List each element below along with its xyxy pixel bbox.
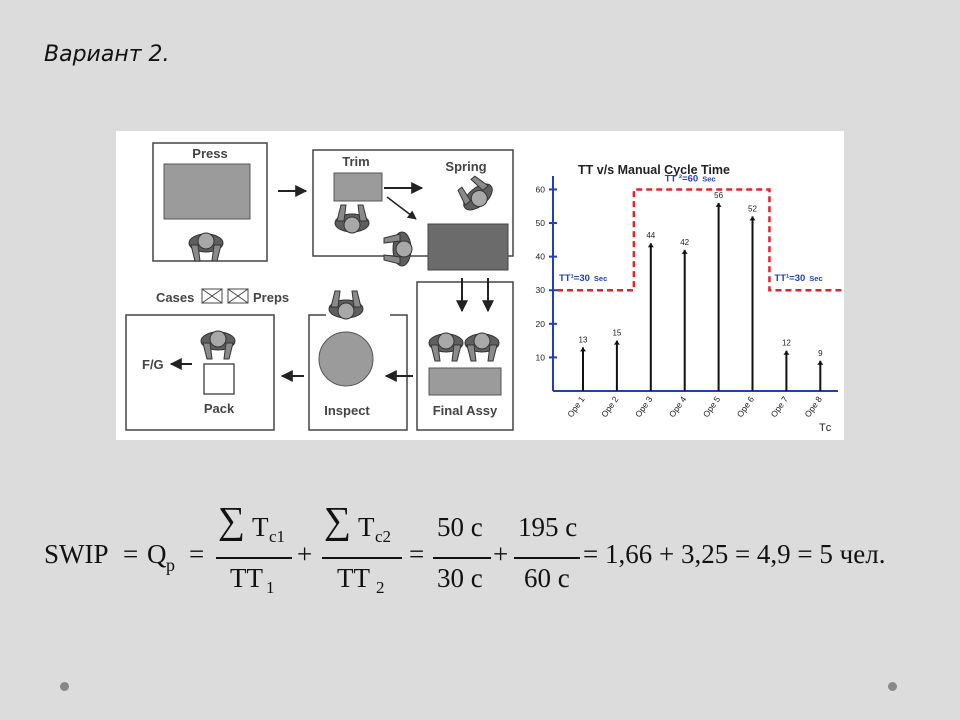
x-tick-label: Ope 5: [701, 394, 723, 419]
y-tick-label: 40: [536, 252, 546, 262]
fraction-bar: [433, 557, 491, 559]
fraction4-den: 60 c: [524, 563, 570, 593]
fraction2-den: TT: [337, 563, 370, 593]
data-label: 9: [818, 349, 823, 358]
fraction-bar: [216, 557, 292, 559]
sum-symbol: ∑: [324, 500, 352, 542]
pack-station: [125, 314, 275, 431]
x-tick-label: Ope 1: [565, 394, 587, 419]
takt-time-unit: Sec: [702, 174, 715, 183]
formula-result: = 1,66 + 3,25 = 4,9 = 5 чел.: [583, 539, 886, 569]
bar-tip: [681, 249, 688, 254]
x-tick-label: Ope 4: [667, 394, 689, 419]
takt-time-chart: TT v/s Manual Cycle Time 10 20 30 40 50 60 TT…: [536, 163, 844, 434]
formula-eq: =: [189, 539, 205, 569]
data-label: 42: [680, 238, 689, 247]
x-tick-label: Ope 3: [633, 394, 655, 419]
trim-label: Trim: [342, 154, 369, 169]
y-tick-label: 10: [536, 352, 546, 362]
inspect-table: [318, 331, 374, 387]
takt-time-line: [557, 188, 844, 292]
data-label: 15: [612, 329, 621, 338]
fraction2-den-sub: 2: [376, 578, 385, 597]
data-label: 44: [646, 231, 655, 240]
spring-machine: [427, 223, 509, 271]
x-axis-label: Tᴄ: [819, 422, 832, 434]
data-label: 13: [579, 335, 588, 344]
formula-q: Q: [147, 539, 167, 569]
cases-label: Cases: [156, 290, 194, 305]
fraction1-den: TT: [230, 563, 263, 593]
fraction4-num: 195 c: [518, 512, 578, 542]
bar-tip: [647, 243, 654, 248]
sum-symbol: ∑: [218, 500, 246, 542]
formula-q-sub: p: [166, 555, 175, 575]
final-assy-label: Final Assy: [433, 403, 498, 418]
formula-eq: =: [409, 539, 425, 569]
fraction2-num-sub: c2: [375, 527, 392, 546]
x-tick-label: Ope 7: [769, 394, 791, 419]
crate-icon: [227, 288, 249, 304]
pack-label: Pack: [204, 401, 235, 416]
pack-box: [203, 363, 235, 395]
y-tick-label: 50: [536, 218, 546, 228]
assy-machine: [428, 367, 502, 396]
formula-eq: =: [123, 539, 139, 569]
bar-tip: [817, 360, 824, 365]
fraction1-num-sub: c1: [269, 527, 286, 546]
takt-time-label: TT¹=30 Sec: [559, 273, 607, 284]
takt-time-value: TT ²=60: [665, 173, 699, 184]
crate-icon: [201, 288, 223, 304]
x-tick-label: Ope 8: [802, 394, 824, 419]
data-label: 56: [714, 191, 723, 200]
formula-plus: +: [493, 539, 509, 569]
fraction-bar: [322, 557, 402, 559]
x-tick-label: Ope 6: [735, 394, 757, 419]
takt-time-value: TT¹=30: [559, 273, 590, 284]
nav-dot-right[interactable]: [888, 682, 897, 691]
takt-time-label: TT¹=30 Sec: [774, 273, 822, 284]
y-tick-label: 60: [536, 184, 546, 194]
figure-panel: Press Trim Spring Final Assy Inspect: [116, 131, 844, 440]
takt-time-label: TT ²=60 Sec: [665, 173, 716, 184]
x-tick-label: Ope 2: [599, 394, 621, 419]
fraction1-num: T: [252, 512, 269, 542]
flow-arrow: [386, 196, 417, 220]
formula-plus: +: [297, 539, 313, 569]
data-label: 12: [782, 339, 791, 348]
slide-title: Вариант 2.: [44, 42, 170, 67]
process-layout-diagram: Press Trim Spring Final Assy Inspect: [125, 142, 514, 431]
swip-formula: SWIP = Q p = ∑ T c1 TT 1 + ∑ T c2 TT 2 =…: [0, 500, 960, 615]
fraction2-num: T: [358, 512, 375, 542]
data-label: 52: [748, 204, 757, 213]
press-machine: [163, 163, 251, 220]
takt-time-unit: Sec: [594, 274, 607, 283]
bar-tip: [783, 350, 790, 355]
fg-label: F/G: [142, 357, 164, 372]
fraction3-num: 50 c: [437, 512, 483, 542]
chart-title: TT v/s Manual Cycle Time: [578, 163, 730, 177]
preps-label: Preps: [253, 290, 289, 305]
takt-time-value: TT¹=30: [774, 273, 805, 284]
bar-tip: [580, 347, 586, 352]
fraction1-den-sub: 1: [266, 578, 275, 597]
bar-tip: [613, 340, 620, 345]
takt-time-unit: Sec: [809, 274, 822, 283]
trim-machine: [333, 172, 383, 202]
formula-lhs: SWIP: [44, 539, 109, 569]
inspect-label: Inspect: [324, 403, 370, 418]
press-label: Press: [192, 146, 227, 161]
bar-tip: [749, 216, 756, 221]
y-tick-label: 30: [536, 285, 546, 295]
spring-label: Spring: [445, 159, 486, 174]
fraction-bar: [514, 557, 580, 559]
fraction3-den: 30 c: [437, 563, 483, 593]
bar-tip: [715, 202, 722, 207]
y-tick-label: 20: [536, 319, 546, 329]
nav-dot-left[interactable]: [60, 682, 69, 691]
